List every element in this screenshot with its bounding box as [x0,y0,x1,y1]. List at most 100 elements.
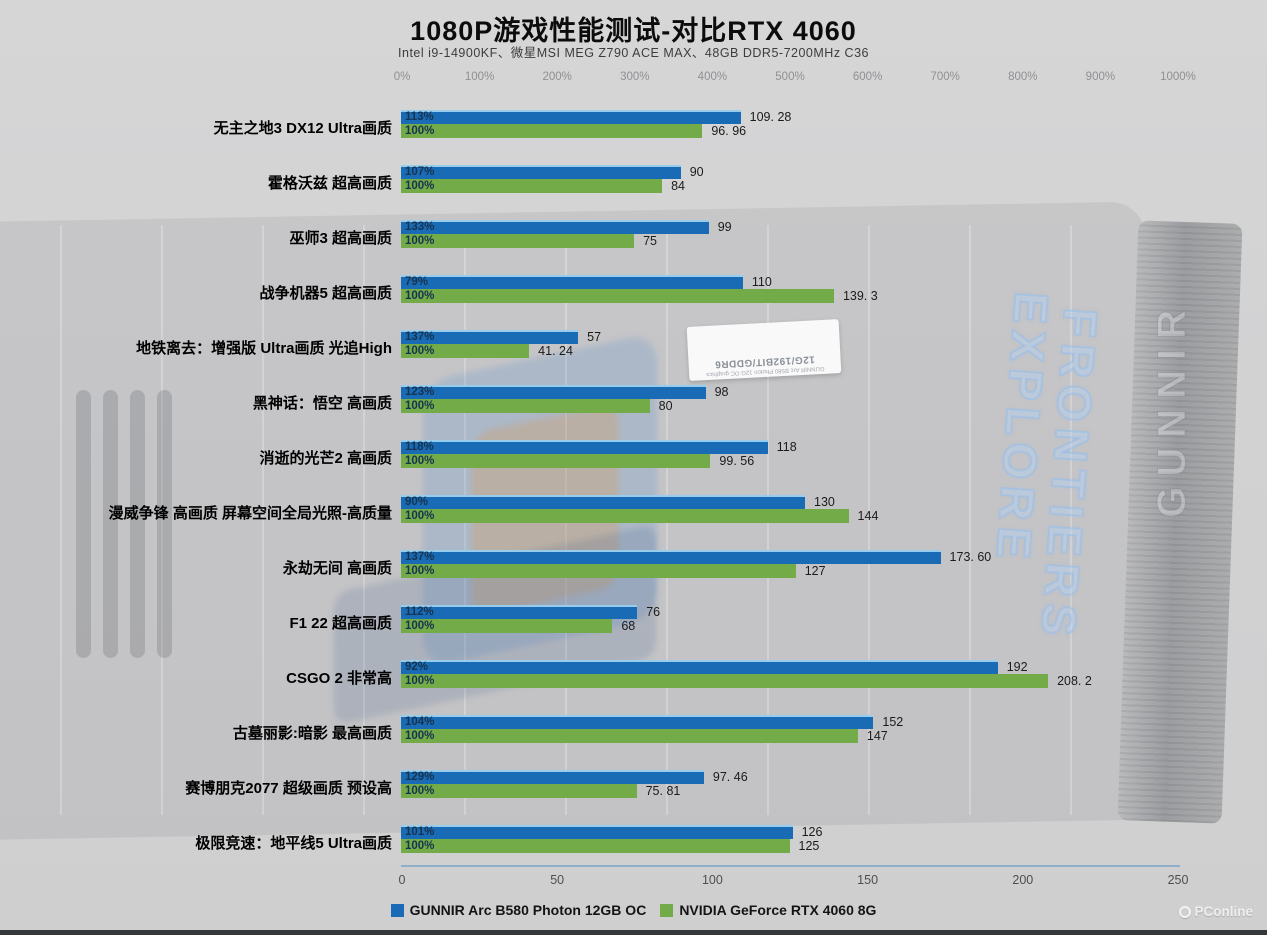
b580-percent-label: 129% [405,771,435,783]
rtx4060-percent-label: 100% [405,840,435,852]
rtx4060-fps-label: 208. 2 [1057,674,1092,688]
top-percent-axis: 0% 100% 200% 300% 400% 500% 600% 700% 800% 900% 10… [394,71,1196,85]
b580-percent-label: 123% [405,386,435,398]
game-label: 地铁离去：增强版 Ultra画质 光追High [136,340,392,357]
b580-fps-label: 90 [689,165,704,179]
top-axis-tick: 300% [620,71,650,83]
rtx4060-bar: 100% [401,124,703,138]
rtx4060-fps-label: 144 [857,509,879,523]
rtx4060-bar: 100% [401,454,711,468]
top-axis-tick: 200% [542,71,572,83]
background-card-slat [157,390,172,658]
rtx4060-bar: 100% [401,399,650,413]
top-axis-tick: 1000% [1160,71,1196,83]
game-label: CSGO 2 非常高 [286,670,392,687]
b580-percent-label: 118% [405,441,434,453]
game-label: 赛博朋克2077 超级画质 预设高 [185,780,392,797]
bar-group: 104% 152 100% 147 [401,708,1178,763]
rtx4060-fps-label: 99. 56 [719,454,755,468]
bar-group: 79% 110 100% 139. 3 [401,268,1178,323]
bottom-axis-tick: 50 [550,873,565,887]
b580-bar: 137% [401,330,579,344]
b580-bar: 129% [401,770,704,784]
rtx4060-percent-label: 100% [405,345,435,357]
legend-item: GUNNIR Arc B580 Photon 12GB OC [390,902,647,918]
rtx4060-bar: 100% [401,179,663,193]
b580-percent-label: 107% [405,166,435,178]
game-label: 无主之地3 DX12 Ultra画质 [213,120,392,137]
rtx4060-percent-label: 100% [405,400,435,412]
rtx4060-percent-label: 100% [405,290,435,302]
b580-bar: 133% [401,220,709,234]
rtx4060-fps-label: 139. 3 [842,289,878,303]
game-row: 漫威争锋 高画质 屏幕空间全局光照-高质量 90% 130 100% 144 [0,488,1267,543]
legend: GUNNIR Arc B580 Photon 12GB OC NVIDIA GeF… [0,902,1267,918]
game-row: CSGO 2 非常高 92% 192 100% 208. 2 [0,653,1267,708]
rtx4060-percent-label: 100% [405,730,435,742]
b580-percent-label: 92% [405,661,429,673]
game-label: 漫威争锋 高画质 屏幕空间全局光照-高质量 [108,505,392,522]
legend-item: NVIDIA GeForce RTX 4060 8G [660,902,876,918]
b580-fps-label: 118 [776,440,797,454]
game-row: 赛博朋克2077 超级画质 预设高 129% 97. 46 100% 75. 81 [0,763,1267,818]
b580-fps-label: 152 [882,715,904,729]
game-label: 战争机器5 超高画质 [259,285,392,302]
b580-percent-label: 112% [405,606,434,618]
background-card-slat [130,390,145,658]
game-label: 巫师3 超高画质 [289,230,392,247]
background-card-slat [103,390,118,658]
b580-percent-label: 113% [405,111,434,123]
b580-bar: 112% [401,605,638,619]
bar-group: 101% 126 100% 125 [401,818,1178,873]
game-label: 黑神话：悟空 高画质 [252,395,392,412]
pconline-watermark-text: PConline [1194,904,1253,919]
bar-group: 112% 76 100% 68 [401,598,1178,653]
b580-fps-label: 57 [587,330,602,344]
top-axis-tick: 100% [464,71,495,83]
game-row: 霍格沃兹 超高画质 107% 90 100% 84 [0,158,1267,213]
rtx4060-percent-label: 100% [405,125,435,137]
b580-fps-label: 109. 28 [749,110,792,124]
top-axis-tick: 500% [775,71,805,83]
rtx4060-fps-label: 80 [658,399,673,413]
top-axis-tick: 900% [1085,71,1116,83]
game-label: 霍格沃兹 超高画质 [267,175,392,192]
b580-percent-label: 137% [405,331,435,343]
b580-bar: 113% [401,110,741,124]
bar-group: 133% 99 100% 75 [401,213,1178,268]
b580-bar: 104% [401,715,874,729]
rtx4060-fps-label: 75 [643,234,657,248]
rtx4060-legend-swatch [660,903,674,917]
b580-bar: 107% [401,165,681,179]
b580-fps-label: 99 [717,220,732,234]
rtx4060-bar: 100% [401,289,834,303]
bar-group: 137% 173. 60 100% 127 [401,543,1178,598]
bottom-axis-tick: 150 [857,873,879,887]
rtx4060-bar: 100% [401,564,796,578]
b580-bar: 101% [401,825,793,839]
rtx4060-percent-label: 100% [405,510,435,522]
game-row: 无主之地3 DX12 Ultra画质 113% 109. 28 100% 96. 96 [0,103,1267,158]
rtx4060-fps-label: 75. 81 [645,784,681,798]
game-label: 古墓丽影:暗影 最高画质 [232,725,392,742]
bar-group: 113% 109. 28 100% 96. 96 [401,103,1178,158]
b580-percent-label: 79% [405,276,429,288]
bottom-axis-tick: 200 [1012,873,1034,887]
bar-group: 107% 90 100% 84 [401,158,1178,213]
b580-fps-label: 173. 60 [949,550,992,564]
bar-group: 137% 57 100% 41. 24 [401,323,1178,378]
game-row: F1 22 超高画质 112% 76 100% 68 [0,598,1267,653]
b580-percent-label: 133% [405,221,435,233]
rtx4060-percent-label: 100% [405,180,435,192]
game-label: 永劫无间 高画质 [282,560,392,577]
rtx4060-fps-label: 127 [804,564,826,578]
bottom-axis-line [401,865,1180,867]
b580-fps-label: 126 [801,825,823,839]
legend-label: GUNNIR Arc B580 Photon 12GB OC [409,902,647,918]
rtx4060-fps-label: 41. 24 [538,344,573,358]
rtx4060-percent-label: 100% [405,785,435,797]
pconline-watermark: PConline [1179,904,1253,919]
bottom-fps-axis: 0 50 100 150 200 250 [399,873,1189,889]
b580-percent-label: 104% [405,716,435,728]
